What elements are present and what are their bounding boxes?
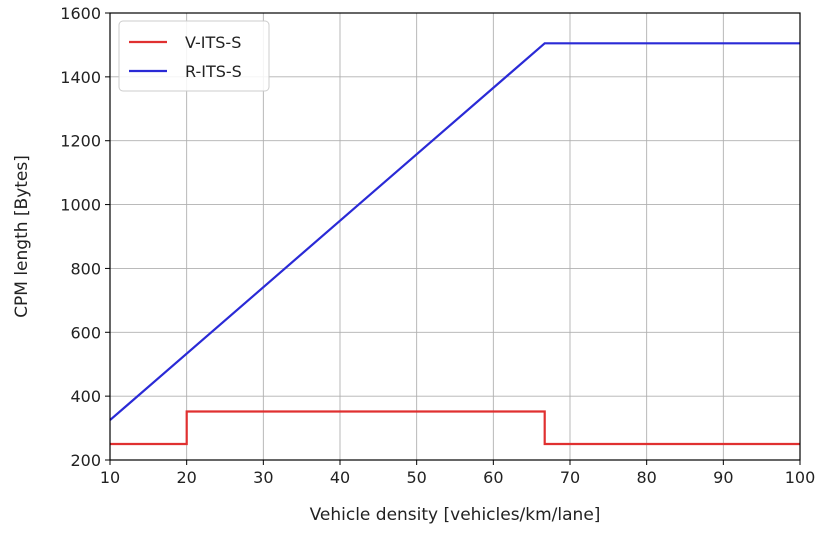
- legend-label-v-its-s: V-ITS-S: [185, 33, 241, 52]
- legend-label-r-its-s: R-ITS-S: [185, 62, 242, 81]
- series-line-v-its-s: [110, 410, 800, 446]
- x-axis-label: Vehicle density [vehicles/km/lane]: [310, 505, 601, 525]
- series-lines: [109, 42, 800, 446]
- axis-ticks: 10 20 30 40 50 60 70 80 90 100 200 400 600 800 1000 120…: [60, 4, 815, 487]
- x-tick-label: 100: [785, 468, 816, 487]
- x-tick-label: 50: [406, 468, 426, 487]
- y-tick-label: 1600: [60, 4, 101, 23]
- y-tick-label: 600: [70, 323, 101, 342]
- x-tick-label: 30: [253, 468, 273, 487]
- y-tick-label: 1200: [60, 132, 101, 151]
- y-tick-label: 200: [70, 451, 101, 470]
- x-tick-label: 80: [636, 468, 656, 487]
- y-tick-label: 1000: [60, 196, 101, 215]
- legend: V-ITS-S R-ITS-S: [118, 20, 270, 92]
- x-tick-label: 20: [176, 468, 196, 487]
- x-tick-label: 90: [713, 468, 733, 487]
- x-tick-label: 10: [100, 468, 120, 487]
- x-tick-label: 70: [560, 468, 580, 487]
- y-tick-label: 1400: [60, 68, 101, 87]
- x-tick-label: 40: [330, 468, 350, 487]
- plot-area-frame: [109, 12, 801, 461]
- x-tick-label: 60: [483, 468, 503, 487]
- series-line-r-its-s: [109, 42, 800, 421]
- y-axis-label: CPM length [Bytes]: [12, 155, 32, 318]
- legend-box: [118, 20, 270, 92]
- y-tick-label: 400: [70, 387, 101, 406]
- y-tick-label: 800: [70, 259, 101, 278]
